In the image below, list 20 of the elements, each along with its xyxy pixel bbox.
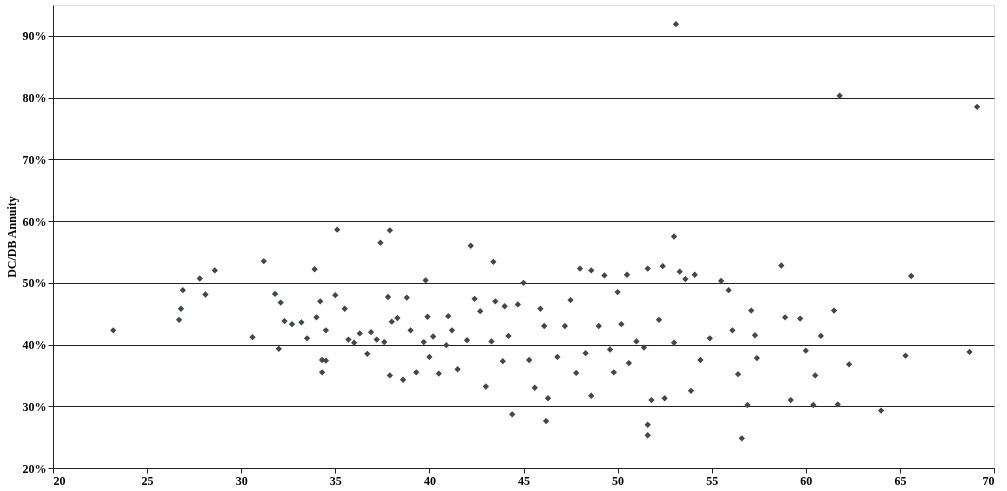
y-axis-title: DC/DB Annuity [4, 196, 19, 278]
y-tick-label: 50% [22, 276, 47, 291]
y-tick-label: 20% [22, 461, 47, 476]
x-tick-label: 50 [612, 473, 625, 488]
x-tick-label: 20 [53, 473, 66, 488]
y-tick-label: 60% [22, 214, 47, 229]
x-tick-label: 60 [800, 473, 813, 488]
y-tick-label: 40% [22, 338, 47, 353]
y-tick-label: 70% [22, 152, 47, 167]
y-tick-label: 30% [22, 399, 47, 414]
x-tick-label: 55 [706, 473, 719, 488]
x-tick-label: 65 [894, 473, 907, 488]
x-tick-label: 40 [423, 473, 436, 488]
x-tick-label: 35 [329, 473, 342, 488]
y-tick-label: 90% [22, 29, 47, 44]
y-tick-label: 80% [22, 91, 47, 106]
x-tick-label: 30 [235, 473, 248, 488]
x-tick-label: 45 [518, 473, 530, 488]
x-tick-label: 70 [982, 473, 995, 488]
x-tick-label: 25 [141, 473, 154, 488]
